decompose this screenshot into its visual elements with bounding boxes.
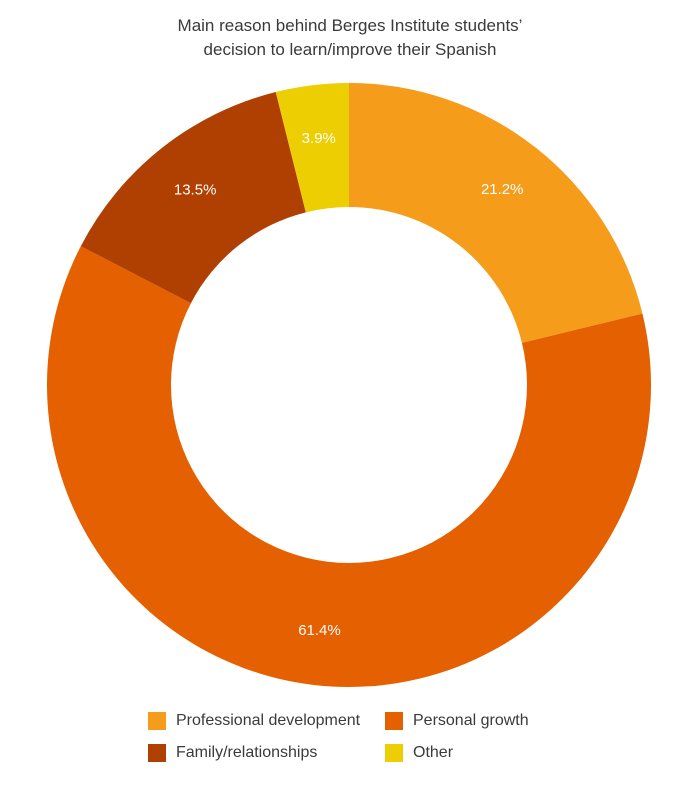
slice-value-label: 3.9% (302, 130, 336, 147)
legend-label: Professional development (176, 712, 361, 729)
legend-swatch (148, 712, 166, 730)
legend-label: Other (413, 744, 454, 761)
slice-other (275, 83, 349, 213)
legend-label: Personal growth (413, 712, 529, 729)
slice-value-label: 61.4% (298, 622, 341, 639)
slice-labels-group: 21.2% 61.4% 13.5% 3.9% (174, 130, 524, 639)
legend-swatch (385, 744, 403, 762)
legend-item-other: Other (385, 744, 453, 762)
legend-label: Family/relationships (176, 744, 318, 761)
chart-title-line-2: decision to learn/improve their Spanish (203, 40, 497, 59)
slice-value-label: 21.2% (481, 181, 524, 198)
chart-title-line-1: Main reason behind Berges Institute stud… (177, 16, 523, 35)
slice-value-label: 13.5% (174, 181, 217, 198)
chart-title: Main reason behind Berges Institute stud… (0, 14, 700, 62)
legend-item-family-relationships: Family/relationships (148, 744, 317, 762)
legend-swatch (385, 712, 403, 730)
slice-family-relationships (80, 92, 306, 304)
legend-item-personal-growth: Personal growth (385, 712, 529, 730)
donut-chart: 21.2% 61.4% 13.5% 3.9% (46, 83, 652, 687)
legend-swatch (148, 744, 166, 762)
slice-professional-development (349, 83, 643, 343)
slices-group (46, 83, 652, 687)
slice-personal-growth (46, 246, 652, 687)
legend-item-professional-development: Professional development (148, 712, 360, 730)
